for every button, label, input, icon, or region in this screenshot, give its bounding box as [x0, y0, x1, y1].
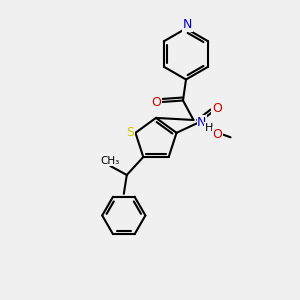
Text: S: S	[126, 126, 134, 139]
Text: H: H	[205, 122, 213, 133]
Text: O: O	[212, 102, 222, 115]
Text: O: O	[152, 95, 161, 109]
Text: O: O	[213, 128, 223, 141]
Text: N: N	[197, 116, 207, 129]
Text: N: N	[183, 18, 192, 32]
Text: CH₃: CH₃	[101, 156, 120, 166]
